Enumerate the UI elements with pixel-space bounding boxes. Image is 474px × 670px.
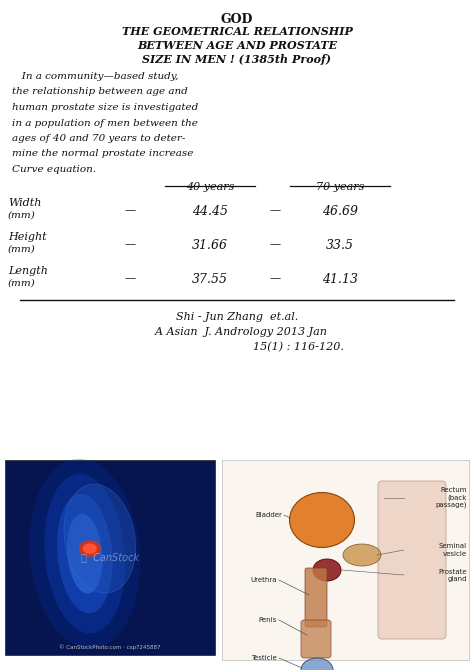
- Text: —: —: [125, 239, 136, 249]
- Text: THE GEOMETRICAL RELATIONSHIP: THE GEOMETRICAL RELATIONSHIP: [121, 26, 353, 37]
- Text: (mm): (mm): [8, 245, 36, 254]
- FancyBboxPatch shape: [305, 568, 327, 627]
- Text: In a community—based study,: In a community—based study,: [12, 72, 179, 81]
- Text: 46.69: 46.69: [322, 205, 358, 218]
- Text: 44.45: 44.45: [192, 205, 228, 218]
- Ellipse shape: [57, 494, 113, 614]
- Text: Prostate
gland: Prostate gland: [438, 569, 467, 582]
- Text: Seminal
vesicle: Seminal vesicle: [439, 543, 467, 557]
- Text: Width: Width: [8, 198, 41, 208]
- Ellipse shape: [313, 559, 341, 581]
- Text: Curve equation.: Curve equation.: [12, 165, 96, 174]
- Text: Testicle: Testicle: [251, 655, 277, 661]
- Ellipse shape: [290, 492, 355, 547]
- Text: mine the normal prostate increase: mine the normal prostate increase: [12, 149, 193, 159]
- Text: SIZE IN MEN ! (1385th Proof): SIZE IN MEN ! (1385th Proof): [143, 54, 331, 65]
- Ellipse shape: [64, 484, 136, 593]
- Ellipse shape: [83, 543, 97, 554]
- Text: 70 years: 70 years: [316, 182, 364, 192]
- Text: in a population of men between the: in a population of men between the: [12, 119, 198, 127]
- FancyBboxPatch shape: [378, 481, 446, 639]
- Ellipse shape: [29, 459, 140, 649]
- Text: GOD: GOD: [221, 13, 253, 26]
- Text: 41.13: 41.13: [322, 273, 358, 286]
- Text: ages of 40 and 70 years to deter-: ages of 40 and 70 years to deter-: [12, 134, 185, 143]
- Text: Urethra: Urethra: [250, 577, 277, 583]
- Text: —: —: [269, 239, 281, 249]
- Bar: [222, 460, 469, 660]
- Text: Bladder: Bladder: [255, 512, 282, 518]
- Text: BETWEEN AGE AND PROSTATE: BETWEEN AGE AND PROSTATE: [137, 40, 337, 51]
- Text: —: —: [269, 205, 281, 215]
- Text: 37.55: 37.55: [192, 273, 228, 286]
- Text: human prostate size is investigated: human prostate size is investigated: [12, 103, 198, 112]
- Text: the relationship between age and: the relationship between age and: [12, 88, 188, 96]
- Text: Penis: Penis: [259, 617, 277, 623]
- Ellipse shape: [343, 544, 381, 566]
- FancyBboxPatch shape: [301, 620, 331, 658]
- Text: Ⓒ  CanStock: Ⓒ CanStock: [81, 553, 139, 563]
- Text: A Asian  J. Andrology 2013 Jan: A Asian J. Andrology 2013 Jan: [147, 327, 327, 337]
- Text: 15(1) : 116-120.: 15(1) : 116-120.: [190, 342, 344, 352]
- Text: © CanStockPhoto.com · csp7245887: © CanStockPhoto.com · csp7245887: [59, 645, 161, 650]
- Text: 33.5: 33.5: [326, 239, 354, 252]
- Text: Length: Length: [8, 266, 48, 276]
- Ellipse shape: [79, 540, 101, 557]
- Text: (mm): (mm): [8, 279, 36, 288]
- Text: Shi - Jun Zhang  et.al.: Shi - Jun Zhang et.al.: [176, 312, 298, 322]
- Text: Height: Height: [8, 232, 46, 242]
- Text: —: —: [125, 273, 136, 283]
- Ellipse shape: [45, 474, 125, 633]
- Ellipse shape: [301, 658, 333, 670]
- Bar: [5, 460, 215, 655]
- Text: 31.66: 31.66: [192, 239, 228, 252]
- Text: 40 years: 40 years: [186, 182, 234, 192]
- Ellipse shape: [67, 514, 102, 594]
- Text: (mm): (mm): [8, 211, 36, 220]
- Text: Rectum
(back
passage): Rectum (back passage): [436, 488, 467, 509]
- Text: —: —: [269, 273, 281, 283]
- Text: —: —: [125, 205, 136, 215]
